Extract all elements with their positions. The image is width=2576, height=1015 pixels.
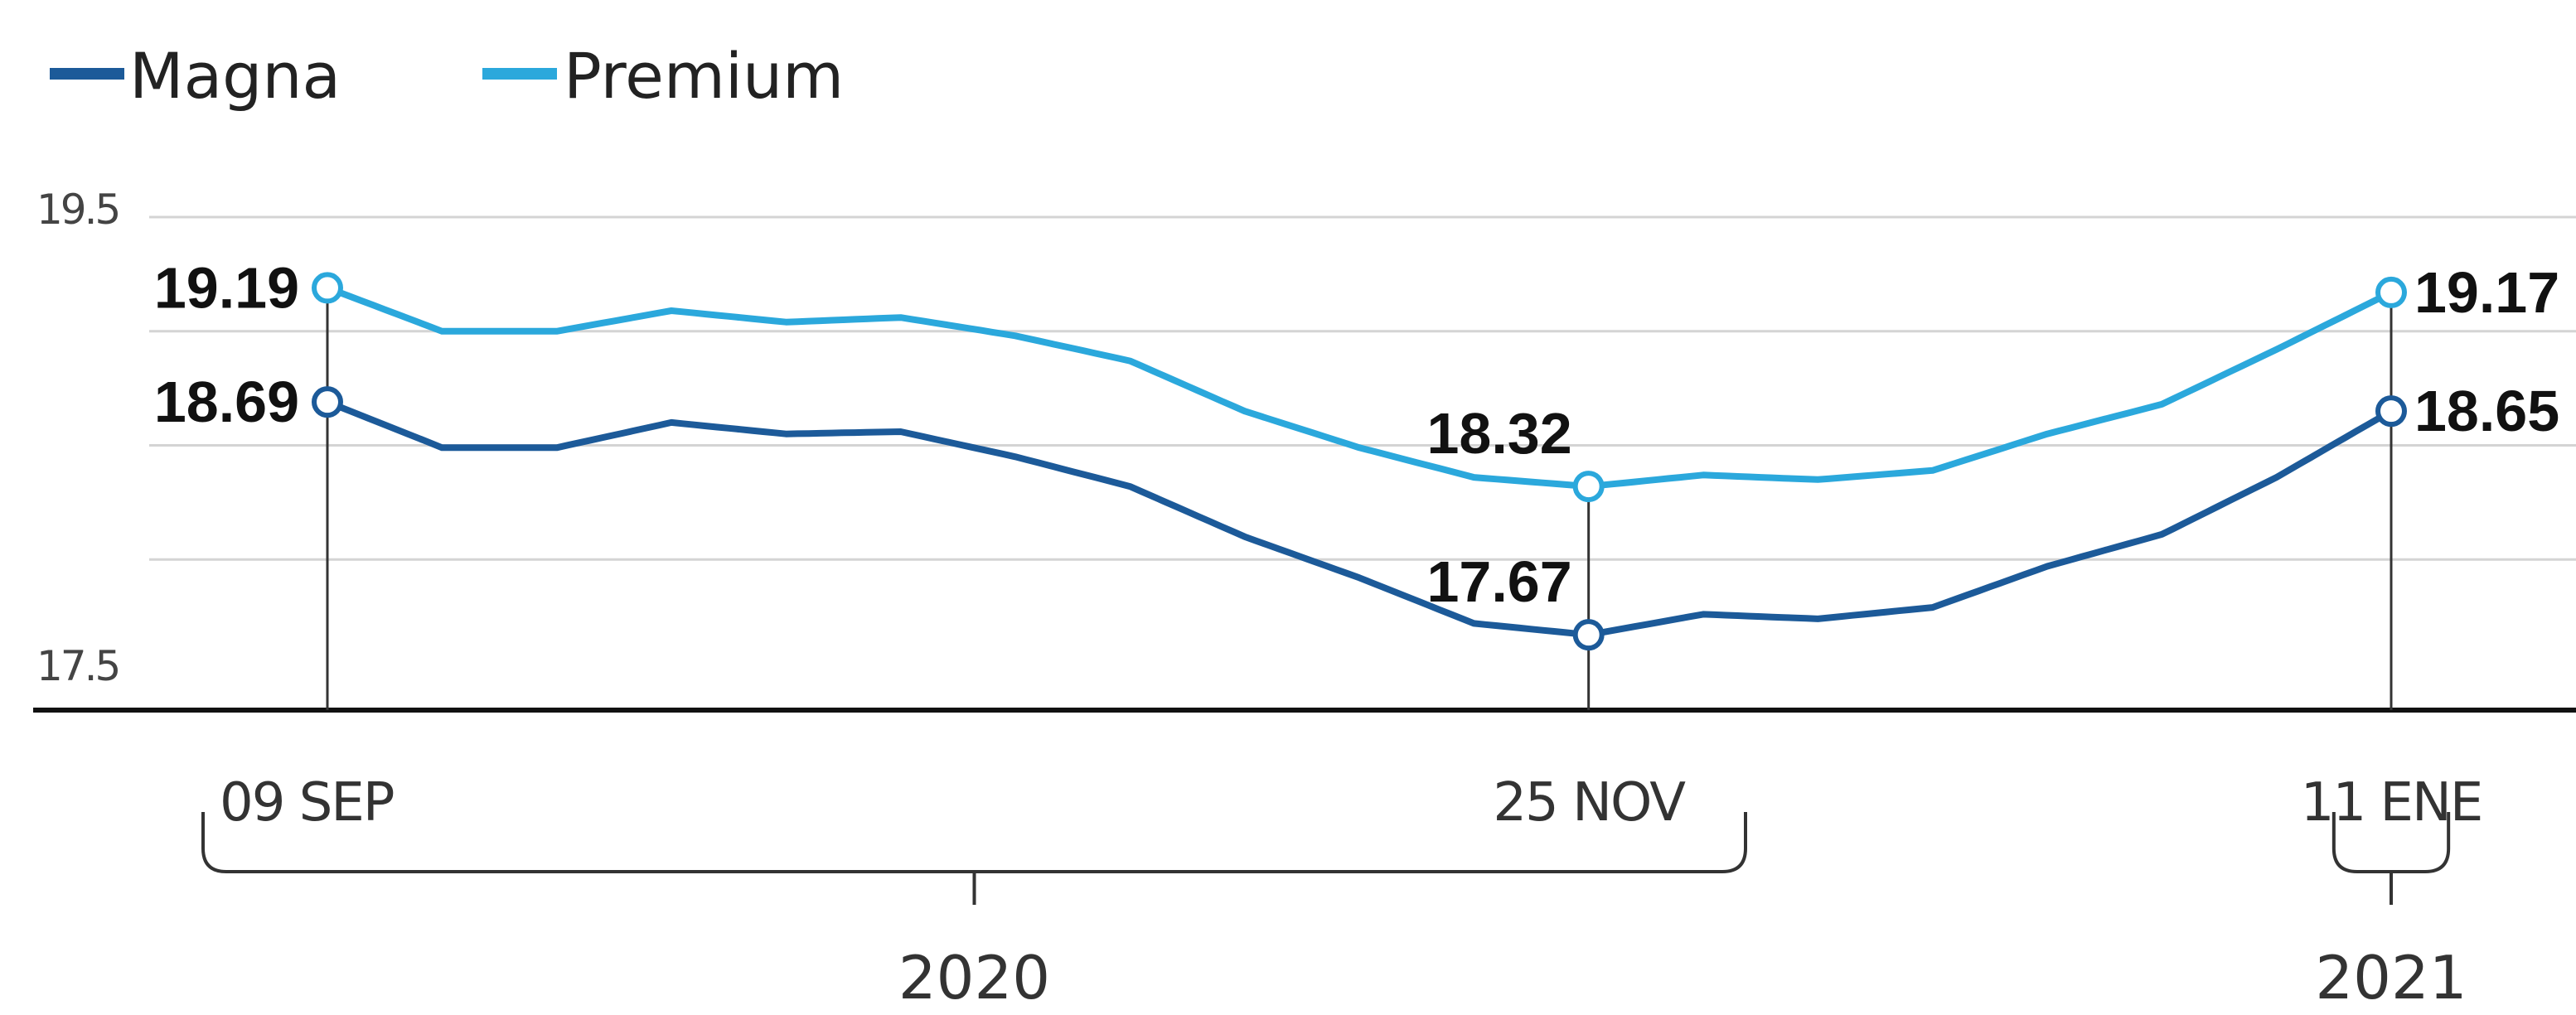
series-line-magna [324,399,2394,639]
x-date-label-25-nov: 25 NOV [1493,772,1686,834]
marker-magna-18 [2375,395,2407,428]
value-markers [312,272,2407,651]
legend-swatch-magna [50,68,124,80]
year-brackets: 2020 2021 [201,812,2467,1013]
marker-magna-0 [312,386,343,418]
legend-swatch-premium [482,68,557,80]
value-label-magna-18: 18.65 [2414,379,2559,443]
year-bracket-2021 [2331,812,2451,905]
marker-premium-0 [312,272,343,304]
marker-magna-11 [1572,619,1605,651]
year-bracket-2020 [201,812,1747,905]
marker-premium-11 [1572,471,1605,503]
value-label-magna-0: 18.69 [154,370,299,434]
y-axis-ticks: 19.5 17.5 [36,186,121,690]
marker-premium-18 [2375,276,2407,308]
value-labels: 19.19 18.32 19.17 18.69 17.67 18.65 [154,255,2559,614]
value-label-premium-11: 18.32 [1426,401,1571,466]
x-date-label-11-ene: 11 ENE [2301,772,2482,834]
legend: Magna Premium [50,39,844,113]
year-label-2021: 2021 [2315,943,2467,1013]
y-tick-label-17-5: 17.5 [36,642,119,690]
year-label-2020: 2020 [898,943,1050,1013]
x-date-label-09-sep: 09 SEP [220,772,394,834]
date-markers [326,288,2393,710]
value-label-premium-18: 19.17 [2414,260,2559,325]
x-axis-date-labels: 09 SEP 25 NOV 11 ENE [220,772,2483,834]
legend-label-magna: Magna [129,39,341,113]
series-line-premium [324,284,2394,491]
y-tick-label-19-5: 19.5 [36,186,119,234]
value-label-premium-0: 19.19 [154,255,299,320]
value-label-magna-11: 17.67 [1426,549,1571,614]
legend-label-premium: Premium [564,39,844,113]
series-lines [324,284,2394,639]
